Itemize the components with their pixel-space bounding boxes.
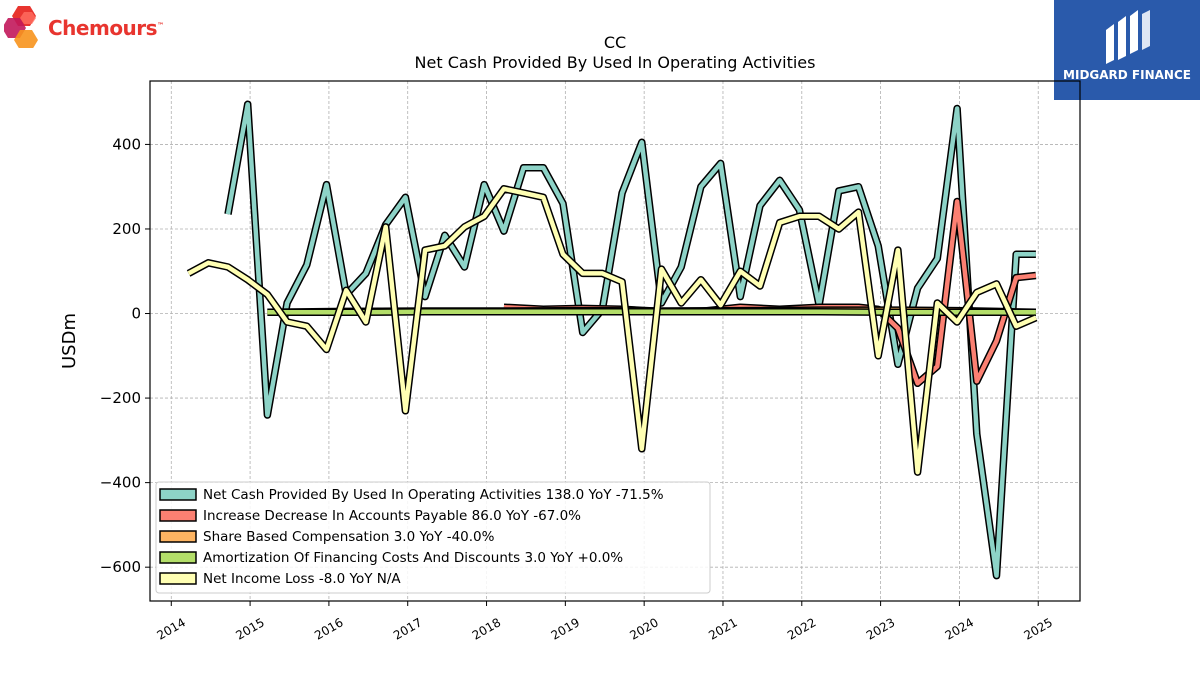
series-net-cash-provided-by-used-in-operating-activities bbox=[224, 100, 1036, 580]
legend-label: Share Based Compensation 3.0 YoY -40.0% bbox=[203, 529, 495, 545]
midgard-logo-text: MIDGARD FINANCE bbox=[1063, 68, 1191, 82]
series-amortization-of-financing-costs-and-discounts bbox=[267, 308, 1036, 317]
midgard-logo-mark bbox=[1106, 10, 1150, 64]
legend-label: Amortization Of Financing Costs And Disc… bbox=[203, 550, 623, 566]
series-line bbox=[187, 186, 1037, 475]
y-tick-label: 200 bbox=[112, 220, 141, 238]
y-tick-label: −400 bbox=[100, 474, 141, 492]
legend-box bbox=[155, 481, 711, 594]
series-outline bbox=[503, 197, 1037, 388]
legend-swatch bbox=[159, 488, 197, 501]
chemours-logo: Chemours™ bbox=[2, 4, 164, 50]
y-tick-label: 0 bbox=[131, 305, 141, 323]
series-increase-decrease-in-accounts-payable bbox=[503, 197, 1037, 388]
x-tick-label: 2016 bbox=[312, 615, 345, 642]
chart-subtitle: Net Cash Provided By Used In Operating A… bbox=[415, 53, 816, 72]
chemours-logo-text: Chemours™ bbox=[48, 16, 164, 40]
legend: Net Cash Provided By Used In Operating A… bbox=[155, 481, 711, 594]
x-tick-label: 2022 bbox=[785, 615, 818, 642]
x-tick-label: 2018 bbox=[470, 615, 503, 642]
series-group bbox=[186, 100, 1038, 580]
y-axis-label: USDm bbox=[59, 313, 80, 369]
legend-swatch bbox=[159, 530, 197, 543]
legend-swatch bbox=[159, 509, 197, 522]
x-tick-label: 2017 bbox=[391, 615, 424, 642]
series-line bbox=[225, 102, 1036, 578]
x-tick-label: 2014 bbox=[155, 615, 188, 642]
legend-label: Net Income Loss -8.0 YoY N/A bbox=[203, 571, 401, 587]
x-tick-label: 2019 bbox=[549, 615, 582, 642]
legend-swatch bbox=[159, 572, 197, 585]
y-tick-label: −200 bbox=[100, 389, 141, 407]
x-tick-label: 2015 bbox=[233, 615, 266, 642]
series-net-income-loss bbox=[186, 185, 1038, 476]
x-tick-label: 2025 bbox=[1022, 615, 1055, 642]
midgard-finance-logo: MIDGARD FINANCE bbox=[1054, 0, 1200, 100]
x-tick-label: 2020 bbox=[627, 615, 660, 642]
y-tick-label: 400 bbox=[112, 135, 141, 153]
legend-label: Increase Decrease In Accounts Payable 86… bbox=[203, 508, 581, 524]
x-tick-label: 2023 bbox=[864, 615, 897, 642]
x-tick-label: 2021 bbox=[706, 615, 739, 642]
x-tick-label: 2024 bbox=[943, 615, 976, 642]
legend-swatch bbox=[159, 551, 197, 564]
plot-frame bbox=[149, 80, 1081, 602]
legend-label: Net Cash Provided By Used In Operating A… bbox=[203, 487, 664, 503]
y-tick-label: −600 bbox=[100, 558, 141, 576]
series-line bbox=[267, 309, 1036, 315]
chemours-logo-mark bbox=[2, 6, 38, 50]
chart-title: CC bbox=[604, 33, 626, 52]
